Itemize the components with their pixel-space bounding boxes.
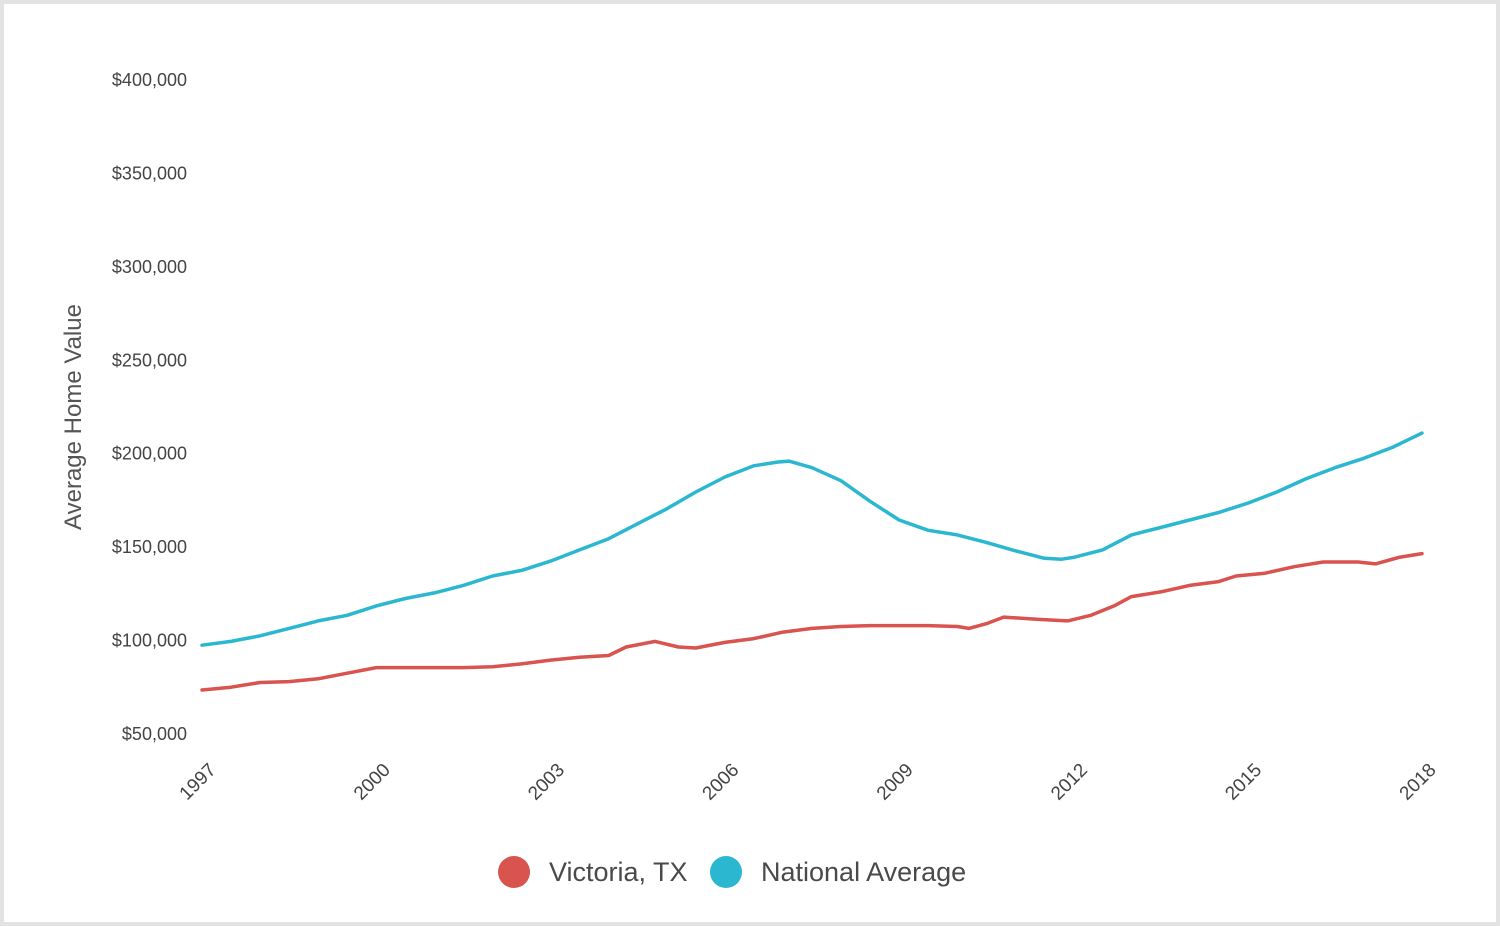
x-tick-label: 1997 [176, 760, 221, 805]
y-tick-label: $50,000 [122, 724, 187, 744]
legend-marker [710, 856, 742, 888]
series-line-national-average [200, 431, 1424, 647]
x-tick-label: 2009 [873, 760, 918, 805]
y-tick-label: $250,000 [112, 350, 187, 370]
x-tick-label: 2012 [1047, 760, 1092, 805]
series-lines [200, 431, 1424, 692]
y-tick-label: $150,000 [112, 537, 187, 557]
legend: Victoria, TX National Average [498, 856, 966, 888]
legend-marker [498, 856, 530, 888]
y-tick-label: $100,000 [112, 631, 187, 651]
x-tick-label: 2006 [699, 760, 744, 805]
legend-label: National Average [761, 857, 966, 887]
series-line-victoria-tx [200, 551, 1424, 692]
y-tick-label: $200,000 [112, 444, 187, 464]
y-tick-label: $350,000 [112, 163, 187, 183]
x-tick-label: 2015 [1221, 760, 1266, 805]
x-tick-label: 2000 [350, 760, 395, 805]
y-tick-label: $300,000 [112, 257, 187, 277]
x-axis-ticks: 1997 2000 2003 2006 2009 2012 2015 2018 [176, 760, 1441, 805]
y-tick-label: $400,000 [112, 70, 187, 90]
legend-label: Victoria, TX [549, 857, 688, 887]
x-tick-label: 2003 [524, 760, 569, 805]
y-axis-label: Average Home Value [60, 304, 87, 530]
y-axis-ticks: $400,000 $350,000 $300,000 $250,000 $200,000… [112, 70, 187, 744]
x-tick-label: 2018 [1396, 760, 1441, 805]
